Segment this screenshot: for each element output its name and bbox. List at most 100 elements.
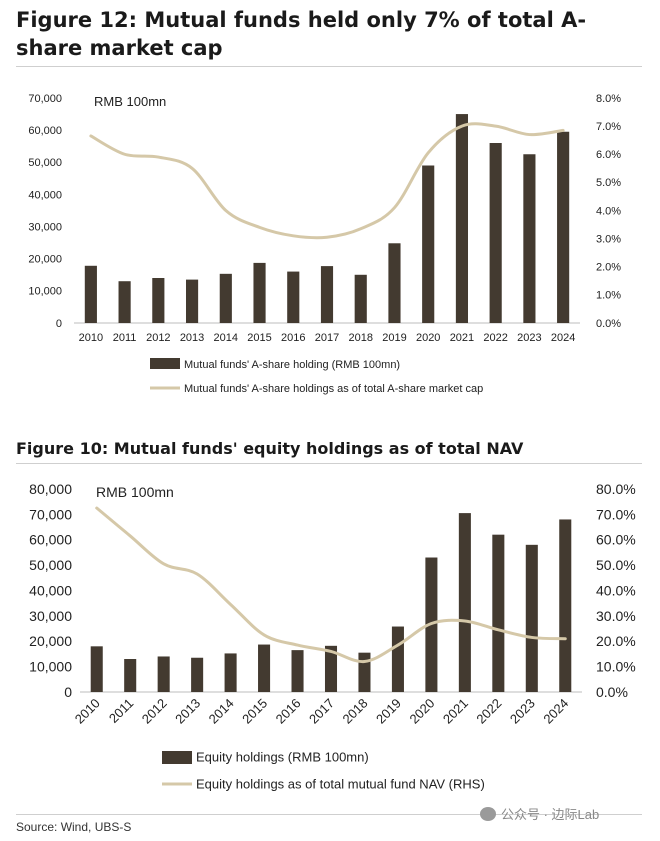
chart1-bar	[388, 243, 401, 323]
chart2-bar	[458, 513, 471, 692]
chart2-right-tick-label: 30.0%	[596, 608, 636, 624]
chart2-legend-line-label: Equity holdings as of total mutual fund …	[196, 777, 485, 792]
chart1-category-label: 2012	[146, 332, 170, 344]
chart2-category-label: 2021	[440, 696, 471, 727]
chart1-bar	[422, 165, 435, 323]
chart2-right-tick-label: 50.0%	[596, 557, 636, 573]
chart1-right-tick-label: 7.0%	[596, 121, 621, 133]
chart2-bar	[559, 519, 572, 692]
chart2-left-tick-label: 0	[64, 684, 72, 700]
chart1-left-tick-label: 30,000	[28, 221, 62, 233]
chart1-bar	[523, 154, 536, 323]
chart2-bar	[358, 652, 371, 692]
chart2-left-tick-label: 80,000	[29, 481, 72, 497]
chart1-category-label: 2024	[551, 332, 575, 344]
chart1-category-label: 2019	[382, 332, 406, 344]
chart2-category-label: 2017	[306, 696, 337, 727]
chart1-bar	[354, 274, 367, 323]
chart1-right-tick-label: 8.0%	[596, 93, 621, 105]
chart2-category-label: 2024	[540, 696, 571, 727]
chart1-category-label: 2015	[247, 332, 271, 344]
chart1-bar	[287, 271, 300, 323]
chart1-bar	[118, 281, 131, 323]
chart2-legend-bar-label: Equity holdings (RMB 100mn)	[196, 750, 369, 765]
chart1-category-label: 2010	[79, 332, 103, 344]
chart2-legend-bar-swatch	[162, 751, 192, 764]
chart2-category-label: 2014	[206, 696, 237, 727]
source-divider	[16, 814, 642, 815]
chart1-right-tick-label: 0.0%	[596, 318, 621, 330]
chart1-legend-bar-swatch	[150, 358, 180, 369]
chart1-left-tick-label: 40,000	[28, 189, 62, 201]
chart2-category-label: 2022	[473, 696, 504, 727]
chart-1-a-share-holdings: 70,000 60,000 50,000 40,000 30,000 20,000 10,0…	[28, 93, 621, 395]
chart2-category-label: 2015	[239, 696, 270, 727]
chart2-left-tick-label: 30,000	[29, 608, 72, 624]
chart1-left-tick-label: 10,000	[28, 286, 62, 298]
chart2-unit-label: RMB 100mn	[96, 484, 174, 500]
chart2-left-tick-label: 20,000	[29, 633, 72, 649]
watermark-text: 公众号 · 边际Lab	[501, 807, 600, 822]
figure-2-title: Figure 10: Mutual funds' equity holdings…	[16, 439, 524, 458]
chart2-bar	[258, 644, 271, 692]
chart2-category-label: 2012	[139, 696, 170, 727]
chart1-legend-bar-label: Mutual funds' A-share holding (RMB 100mn…	[184, 359, 400, 371]
chart1-category-label: 2022	[483, 332, 507, 344]
chart1-legend-line-label: Mutual funds' A-share holdings as of tot…	[184, 383, 483, 395]
chart2-category-label: 2018	[340, 696, 371, 727]
chart2-category-label: 2013	[172, 696, 203, 727]
chart1-category-label: 2021	[450, 332, 474, 344]
chart2-bar	[525, 544, 538, 692]
chart1-category-label: 2017	[315, 332, 339, 344]
chart2-right-tick-label: 0.0%	[596, 684, 628, 700]
chart1-left-tick-label: 20,000	[28, 254, 62, 266]
chart1-right-tick-label: 5.0%	[596, 177, 621, 189]
chart1-left-tick-label: 50,000	[28, 157, 62, 169]
chart2-bar	[124, 659, 137, 692]
figure-2-divider	[16, 463, 642, 464]
chart2-category-label: 2020	[406, 696, 437, 727]
chart1-left-tick-label: 70,000	[28, 93, 62, 105]
chart2-category-label: 2011	[106, 696, 136, 726]
chart1-category-label: 2018	[348, 332, 372, 344]
chart2-bar	[224, 653, 237, 692]
chart1-category-label: 2023	[517, 332, 541, 344]
chart1-bar	[557, 131, 570, 323]
chart2-left-tick-label: 70,000	[29, 506, 72, 522]
chart2-right-tick-label: 20.0%	[596, 633, 636, 649]
chart1-bar	[84, 265, 97, 323]
chart1-category-label: 2020	[416, 332, 440, 344]
chart1-right-tick-label: 6.0%	[596, 149, 621, 161]
chart1-category-label: 2016	[281, 332, 305, 344]
chart1-right-tick-label: 4.0%	[596, 205, 621, 217]
chart1-bar	[152, 278, 165, 323]
chart1-category-label: 2014	[214, 332, 238, 344]
chart2-left-tick-label: 10,000	[29, 659, 72, 675]
chart1-bar	[455, 114, 469, 323]
chart1-right-tick-label: 2.0%	[596, 262, 621, 274]
chart2-bar	[492, 534, 505, 692]
chart2-category-label: 2023	[507, 696, 538, 727]
chart2-bar	[157, 656, 170, 692]
chart2-category-label: 2010	[72, 696, 103, 727]
chart1-category-label: 2013	[180, 332, 204, 344]
chart2-bar	[191, 657, 204, 692]
figure-1-title: Figure 12: Mutual funds held only 7% of …	[16, 8, 587, 60]
chart1-bar	[489, 143, 502, 323]
chart-2-equity-holdings: 80,000 70,000 60,000 50,000 40,000 30,000 20,0…	[29, 481, 636, 792]
chart2-category-label: 2019	[373, 696, 404, 727]
chart1-category-label: 2011	[113, 332, 137, 344]
chart1-left-tick-label: 0	[56, 318, 62, 330]
chart1-left-tick-label: 60,000	[28, 125, 62, 137]
chart2-right-tick-label: 10.0%	[596, 659, 636, 675]
chart1-bar	[320, 266, 334, 323]
chart2-bar	[90, 646, 103, 692]
chart1-bar	[253, 262, 266, 323]
chart2-ratio-line	[95, 506, 567, 664]
chart2-category-label: 2016	[273, 696, 304, 727]
chart1-bar	[185, 279, 199, 323]
chart2-right-tick-label: 60.0%	[596, 532, 636, 548]
chart1-bar	[219, 273, 232, 323]
chart2-bar	[291, 650, 304, 692]
wechat-icon	[480, 806, 496, 821]
